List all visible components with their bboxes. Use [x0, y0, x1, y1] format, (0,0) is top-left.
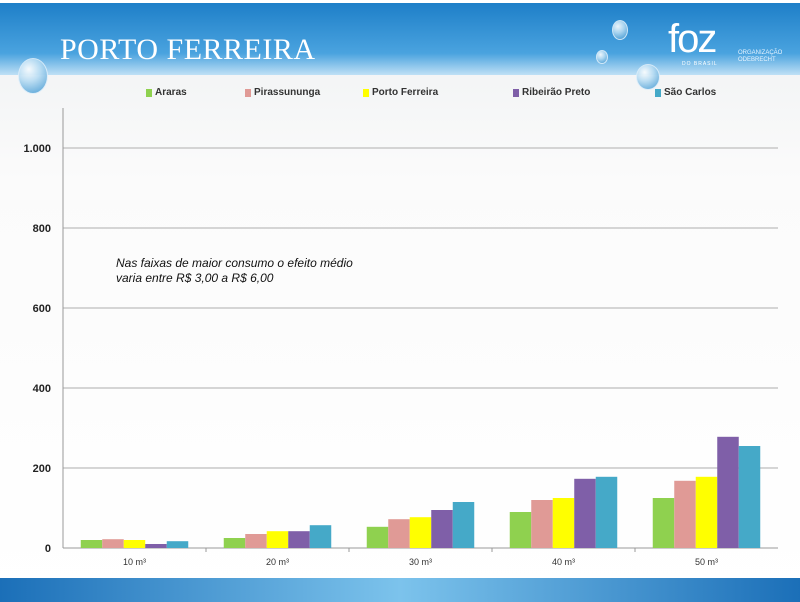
bar-porto-ferreira-4	[695, 476, 718, 548]
bar-porto-ferreira-1	[266, 531, 289, 548]
legend-swatch	[513, 88, 519, 97]
y-tick-label: 200	[33, 463, 51, 475]
bar-porto-ferreira-2	[409, 517, 432, 548]
bar-pirassununga-0	[102, 539, 124, 548]
legend-swatch	[146, 88, 152, 97]
bar-araras-2	[366, 526, 389, 548]
bar-porto-ferreira-0	[123, 540, 146, 548]
water-drop-icon	[636, 64, 660, 90]
x-tick-label: 10 m³	[123, 557, 146, 567]
y-tick-label: 400	[33, 383, 51, 395]
bar-pirassununga-2	[388, 519, 410, 548]
legend-swatch	[655, 88, 661, 97]
y-tick-label: 0	[45, 543, 51, 555]
y-tick-label: 800	[33, 223, 51, 235]
y-tick-label: 600	[33, 303, 51, 315]
legend-item: São Carlos	[655, 87, 716, 98]
bar-pirassununga-3	[531, 500, 553, 548]
legend-label: Ribeirão Preto	[522, 87, 591, 98]
bar-porto-ferreira-3	[552, 498, 575, 548]
x-tick-label: 30 m³	[409, 557, 432, 567]
bar-pirassununga-4	[674, 480, 696, 548]
logo: foz	[668, 17, 717, 61]
bar-s-o-carlos-0	[166, 541, 189, 548]
bar-s-o-carlos-4	[738, 446, 761, 548]
logo-org: ORGANIZAÇÃO ODEBRECHT	[738, 50, 783, 63]
legend-swatch	[363, 88, 369, 97]
x-tick-label: 20 m³	[266, 557, 289, 567]
chart-annotation: Nas faixas de maior consumo o efeito méd…	[116, 256, 353, 285]
footer-banner	[0, 578, 800, 602]
bar-s-o-carlos-3	[595, 476, 618, 548]
legend-label: Porto Ferreira	[372, 87, 439, 98]
chart-legend: Araras Pirassununga Porto Ferreira Ribeirão…	[0, 87, 800, 101]
page-title: PORTO FERREIRA	[60, 33, 316, 66]
bar-araras-1	[223, 538, 246, 548]
header-banner: PORTO FERREIRA foz DO BRASIL ORGANIZAÇÃO…	[0, 0, 800, 75]
bar-ribeir-o-preto-0	[145, 544, 167, 548]
water-drop-icon	[612, 20, 628, 40]
bar-ribeir-o-preto-1	[288, 531, 310, 548]
bar-araras-3	[509, 512, 532, 548]
bar-pirassununga-1	[245, 534, 267, 548]
water-drop-icon	[18, 58, 48, 94]
bar-ribeir-o-preto-2	[431, 510, 453, 548]
logo-subtext: DO BRASIL	[682, 61, 718, 67]
bar-ribeir-o-preto-4	[717, 436, 739, 548]
legend-label: São Carlos	[664, 87, 717, 98]
bar-s-o-carlos-1	[309, 525, 332, 548]
bar-ribeir-o-preto-3	[574, 478, 596, 548]
legend-item: Ribeirão Preto	[513, 87, 590, 98]
legend-label: Araras	[155, 87, 187, 98]
legend-label: Pirassununga	[254, 87, 321, 98]
x-tick-label: 40 m³	[552, 557, 575, 567]
legend-item: Pirassununga	[245, 87, 320, 98]
water-drop-icon	[596, 50, 608, 64]
legend-item: Araras	[146, 87, 187, 98]
x-tick-label: 50 m³	[695, 557, 718, 567]
bar-araras-0	[80, 540, 103, 548]
bar-s-o-carlos-2	[452, 502, 475, 548]
bar-araras-4	[652, 498, 675, 548]
legend-item: Porto Ferreira	[363, 87, 438, 98]
legend-swatch	[245, 88, 251, 97]
y-tick-label: 1.000	[23, 143, 51, 155]
